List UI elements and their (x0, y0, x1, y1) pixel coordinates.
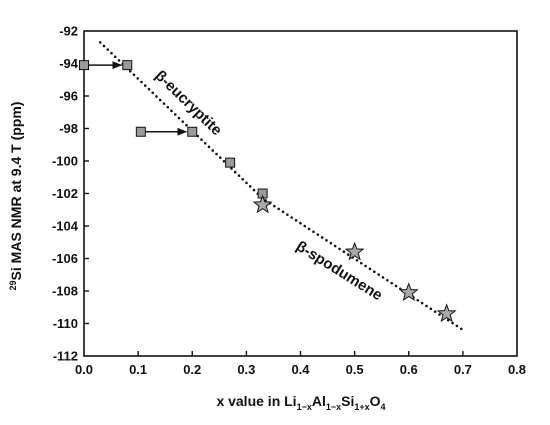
x-tick-label: 0.3 (237, 362, 255, 377)
y-axis-label: 29Si MAS NMR at 9.4 T (ppm) (8, 102, 24, 291)
y-tick-label: -112 (53, 349, 78, 364)
x-tick-label: 0.7 (454, 362, 472, 377)
x-tick-label: 0.0 (75, 362, 93, 377)
x-tick-label: 0.5 (346, 362, 364, 377)
eucryptite-point (187, 126, 198, 137)
spodumene-point (252, 194, 273, 214)
eucryptite-point (135, 126, 146, 137)
y-tick-label: -98 (59, 121, 78, 136)
y-tick-label: -92 (59, 24, 78, 39)
eucryptite-point (225, 157, 236, 168)
spodumene-point (398, 282, 419, 302)
plot-frame (83, 30, 518, 357)
eucryptite-point (79, 60, 89, 71)
x-axis-label: x value in Li1−xAl1−xSi1+xO4 (216, 393, 385, 412)
x-tick-label: 0.1 (129, 362, 147, 377)
x-tick-label: 0.2 (183, 362, 201, 377)
x-tick-label: 0.6 (400, 362, 418, 377)
y-tick-label: -110 (53, 316, 78, 331)
eucryptite-point (122, 60, 133, 71)
spodumene-point (436, 303, 457, 323)
y-tick-label: -106 (52, 251, 78, 266)
spodumene-point (344, 241, 365, 261)
y-tick-label: -94 (59, 56, 79, 71)
y-tick-label: -96 (59, 89, 78, 104)
y-tick-label: -102 (52, 186, 78, 201)
x-tick-label: 0.8 (508, 362, 526, 377)
y-tick-label: -104 (52, 219, 79, 234)
y-tick-label: -100 (52, 154, 78, 169)
x-tick-label: 0.4 (291, 362, 310, 377)
y-tick-label: -108 (52, 284, 78, 299)
